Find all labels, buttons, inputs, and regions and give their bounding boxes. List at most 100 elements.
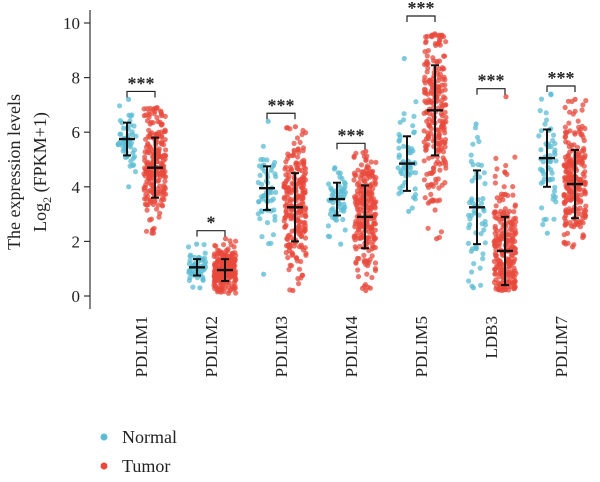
- y-tick-label: 4: [72, 178, 81, 197]
- data-point-normal: [270, 196, 276, 202]
- data-point-normal: [342, 184, 348, 190]
- data-point-tumor: [162, 137, 168, 143]
- data-point-normal: [265, 118, 271, 124]
- data-point-tumor: [155, 202, 161, 208]
- data-point-tumor: [562, 175, 568, 181]
- data-point-normal: [538, 147, 544, 153]
- data-point-tumor: [162, 113, 168, 119]
- data-point-tumor: [423, 147, 429, 153]
- data-point-normal: [471, 261, 477, 267]
- significance-label: ***: [268, 95, 295, 115]
- data-point-tumor: [442, 87, 448, 93]
- data-point-tumor: [364, 176, 370, 182]
- data-point-normal: [272, 213, 278, 219]
- data-point-normal: [468, 213, 474, 219]
- data-point-tumor: [574, 196, 581, 202]
- data-point-tumor: [297, 139, 303, 145]
- data-point-tumor: [286, 212, 292, 218]
- data-point-tumor: [147, 105, 153, 111]
- data-point-tumor: [214, 251, 220, 257]
- data-point-tumor: [566, 120, 572, 126]
- data-point-tumor: [569, 190, 575, 196]
- data-point-tumor: [225, 290, 232, 296]
- data-point-normal: [411, 113, 417, 119]
- data-point-normal: [399, 171, 405, 177]
- data-point-tumor: [148, 167, 154, 173]
- data-point-tumor: [355, 200, 361, 206]
- data-point-normal: [482, 218, 488, 225]
- data-point-tumor: [511, 258, 517, 264]
- x-axis-labels: PDLIM1 PDLIM2 PDLIM3 PDLIM4 PDLIM5 LDB3 PDLIM7: [132, 316, 571, 378]
- data-point-tumor: [583, 98, 589, 104]
- data-point-tumor: [421, 78, 427, 84]
- data-point-tumor: [436, 66, 442, 72]
- data-point-tumor: [221, 242, 227, 248]
- data-point-tumor: [233, 290, 239, 296]
- data-point-tumor: [504, 211, 510, 217]
- data-point-tumor: [432, 207, 438, 213]
- data-point-tumor: [505, 258, 511, 264]
- data-point-tumor: [493, 271, 499, 277]
- data-point-normal: [120, 125, 127, 131]
- data-point-normal: [541, 171, 547, 177]
- data-point-tumor: [156, 129, 162, 135]
- data-point-normal: [480, 256, 486, 262]
- data-point-tumor: [439, 101, 445, 107]
- data-point-normal: [541, 217, 547, 223]
- data-point-tumor: [287, 126, 293, 132]
- data-point-tumor: [142, 184, 148, 190]
- data-point-tumor: [580, 220, 586, 226]
- data-point-tumor: [581, 147, 587, 154]
- data-point-normal: [325, 223, 331, 229]
- data-point-tumor: [571, 142, 577, 148]
- data-point-normal: [255, 211, 261, 217]
- data-point-tumor: [579, 156, 585, 162]
- data-point-tumor: [285, 151, 291, 157]
- data-point-normal: [266, 241, 272, 247]
- data-point-tumor: [296, 281, 302, 287]
- data-point-tumor: [421, 86, 428, 92]
- data-point-tumor: [145, 148, 152, 154]
- data-point-tumor: [578, 192, 584, 198]
- y-axis: 0 2 4 6 8 10: [63, 10, 91, 309]
- data-point-normal: [338, 241, 344, 247]
- data-point-tumor: [212, 283, 219, 289]
- data-point-tumor: [492, 173, 498, 179]
- data-point-tumor: [154, 114, 160, 121]
- data-point-normal: [547, 176, 553, 182]
- data-point-tumor: [492, 238, 498, 244]
- data-point-tumor: [494, 263, 500, 269]
- data-point-tumor: [425, 91, 431, 97]
- data-point-tumor: [428, 182, 434, 188]
- data-point-tumor: [162, 178, 168, 184]
- data-point-tumor: [437, 161, 443, 167]
- data-point-tumor: [437, 167, 443, 173]
- data-point-tumor: [502, 170, 508, 176]
- data-point-normal: [132, 169, 139, 175]
- data-point-tumor: [442, 140, 448, 146]
- data-point-normal: [540, 221, 546, 228]
- data-point-tumor: [432, 31, 438, 37]
- legend: Normal Tumor: [100, 427, 177, 476]
- data-point-tumor: [510, 184, 516, 190]
- data-point-tumor: [212, 269, 218, 275]
- data-point-normal: [467, 221, 473, 228]
- data-point-tumor: [142, 196, 148, 202]
- data-point-normal: [188, 270, 194, 276]
- data-point-tumor: [366, 229, 372, 235]
- data-point-tumor: [494, 166, 500, 172]
- data-point-tumor: [442, 144, 448, 150]
- data-point-tumor: [425, 61, 431, 67]
- y-tick-label: 6: [72, 123, 81, 142]
- data-point-tumor: [214, 277, 220, 283]
- data-point-tumor: [363, 148, 369, 154]
- data-point-tumor: [442, 180, 448, 186]
- data-point-tumor: [229, 250, 235, 256]
- data-point-tumor: [303, 252, 309, 258]
- data-point-tumor: [364, 153, 370, 159]
- data-point-tumor: [232, 256, 238, 263]
- data-point-normal: [479, 200, 485, 206]
- data-point-tumor: [440, 122, 446, 128]
- data-point-tumor: [291, 140, 297, 146]
